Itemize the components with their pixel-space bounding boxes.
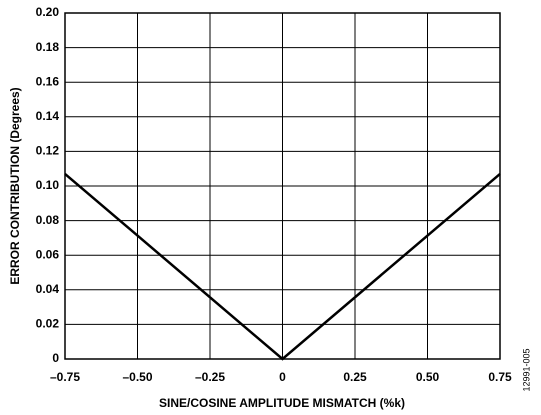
y-tick-label: 0.08	[36, 213, 60, 227]
y-tick-label: 0.04	[36, 282, 60, 296]
y-tick-label: 0.06	[36, 247, 60, 261]
y-tick-label: 0.18	[36, 40, 60, 54]
y-tick-label: 0.12	[36, 144, 60, 158]
y-tick-label: 0	[52, 351, 59, 365]
x-tick-label: 0	[279, 370, 286, 384]
x-axis-label: SINE/COSINE AMPLITUDE MISMATCH (%k)	[159, 396, 405, 410]
x-tick-label: –0.25	[195, 370, 225, 384]
x-tick-label: 0.50	[416, 370, 440, 384]
y-tick-label: 0.16	[36, 74, 60, 88]
y-tick-label: 0.14	[36, 109, 60, 123]
y-axis-label: ERROR CONTRIBUTION (Degrees)	[8, 87, 22, 284]
x-tick-label: –0.75	[50, 370, 80, 384]
y-tick-label: 0.10	[36, 178, 60, 192]
figure-id: 12991-005	[521, 348, 531, 391]
data-line	[64, 172, 501, 361]
y-tick-label: 0.20	[36, 5, 60, 19]
x-tick-label: 0.25	[343, 370, 367, 384]
x-tick-label: –0.50	[122, 370, 152, 384]
y-tick-label: 0.02	[36, 317, 60, 331]
x-tick-label: 0.75	[488, 370, 512, 384]
